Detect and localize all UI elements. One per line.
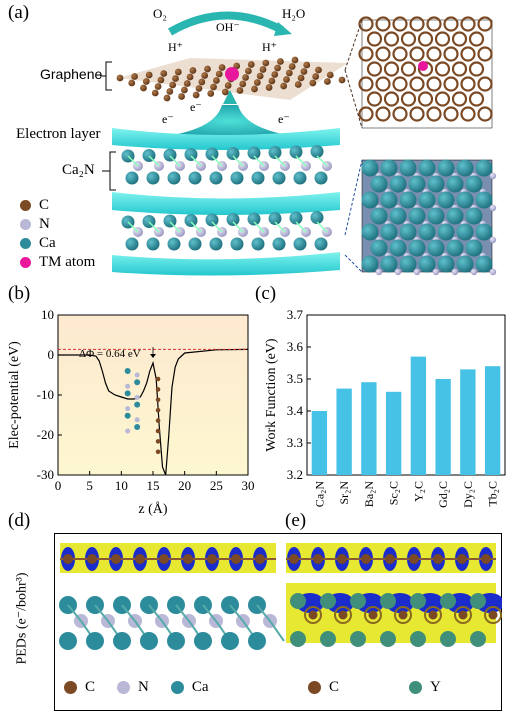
oh-label: OH⁻ bbox=[216, 20, 240, 34]
x-tick-label: Tb₂C bbox=[486, 481, 500, 507]
bar bbox=[460, 369, 476, 475]
y-tick-label: 3.6 bbox=[287, 339, 304, 354]
y-tick-label: 3.5 bbox=[287, 371, 303, 386]
panel-a-illustration bbox=[100, 11, 497, 276]
electron-label-3: e⁻ bbox=[278, 112, 290, 126]
x-tick-label: 30 bbox=[242, 478, 255, 493]
x-axis-label: z (Å) bbox=[138, 501, 167, 517]
graphene-label: Graphene bbox=[40, 66, 103, 82]
y-axis-label: Work Function (eV) bbox=[264, 338, 279, 452]
x-tick-label: 15 bbox=[147, 478, 160, 493]
x-tick-label: Gd₂C bbox=[436, 481, 450, 508]
calcium-atom-icon bbox=[20, 238, 31, 249]
bar bbox=[484, 366, 501, 475]
bar bbox=[385, 391, 402, 475]
yttrium-atom-icon bbox=[409, 681, 423, 694]
nitrogen-atom-icon bbox=[117, 681, 131, 694]
panel-a-legend: C N Ca TM atom bbox=[20, 196, 95, 272]
tm-atom-legend-icon bbox=[20, 257, 31, 268]
legend-c: C bbox=[20, 196, 95, 215]
tm-atom-icon bbox=[225, 67, 239, 81]
y-tick-label: 3.2 bbox=[287, 467, 303, 482]
nitrogen-atom-icon bbox=[20, 219, 31, 230]
carbon-atom-icon bbox=[308, 681, 321, 694]
x-tick-label: Ca₂N bbox=[312, 481, 326, 508]
electron-label-2: e⁻ bbox=[190, 100, 202, 114]
h-left-label: H⁺ bbox=[168, 40, 183, 54]
x-tick-label: 5 bbox=[86, 478, 93, 493]
bar bbox=[410, 356, 427, 475]
peds-axis-label: PEDs (e⁻/bohr³) bbox=[14, 572, 30, 665]
electron-label-1: e⁻ bbox=[162, 112, 174, 126]
x-tick-label: Ba₂N bbox=[362, 481, 376, 508]
legend-tm: TM atom bbox=[20, 253, 95, 272]
x-tick-label: Sc₂C bbox=[387, 481, 401, 505]
potential-chart: 0 5 10 15 20 25 30 10 0 -10 -20 -30 ΔΦ = 0.64 eV z … bbox=[7, 307, 255, 517]
y-tick-label: 3.3 bbox=[287, 435, 303, 450]
bar bbox=[361, 382, 377, 475]
y-tick-label: 0 bbox=[48, 347, 55, 362]
panel-d-image bbox=[59, 541, 285, 671]
x-tick-label: 10 bbox=[115, 478, 128, 493]
panel-d-legend: C N Ca bbox=[64, 678, 209, 697]
legend-ca: Ca bbox=[20, 234, 95, 253]
x-tick-label: Dy₂C bbox=[461, 481, 475, 508]
bar bbox=[435, 379, 451, 475]
y-tick-label: -30 bbox=[37, 467, 54, 482]
carbon-atom-icon bbox=[20, 200, 31, 211]
x-tick-label: Sr₂N bbox=[337, 481, 351, 505]
bar bbox=[311, 411, 328, 475]
x-tick-label: 0 bbox=[55, 478, 62, 493]
x-tick-label: 25 bbox=[210, 478, 223, 493]
x-tick-label: 20 bbox=[178, 478, 191, 493]
y-tick-label: 3.7 bbox=[287, 307, 304, 322]
panel-a-letter: (a) bbox=[8, 2, 30, 23]
o2-label: O₂ bbox=[153, 6, 167, 21]
electron-layer-label: Electron layer bbox=[16, 126, 101, 142]
h-right-label: H⁺ bbox=[262, 40, 277, 54]
y-tick-label: 3.4 bbox=[287, 403, 304, 418]
ca2n-label: Ca₂N bbox=[62, 162, 95, 178]
panel-b-letter: (b) bbox=[8, 283, 31, 304]
peds-figure bbox=[54, 533, 502, 711]
x-tick-label: Y₂C bbox=[411, 481, 425, 502]
potential-line bbox=[58, 348, 249, 476]
delta-phi-annotation: ΔΦ = 0.64 eV bbox=[79, 348, 141, 360]
y-tick-label: -20 bbox=[37, 427, 54, 442]
h2o-label: H₂O bbox=[282, 6, 306, 21]
y-axis-label: Elec-potential (eV) bbox=[7, 341, 22, 449]
work-function-chart: Ca₂N Sr₂N Ba₂N Sc₂C Y₂C Gd₂C Dy₂C Tb₂C 3.7 3.6 3.… bbox=[264, 307, 506, 508]
y-tick-label: 10 bbox=[41, 307, 54, 322]
panel-c-letter: (c) bbox=[255, 283, 277, 304]
calcium-atom-icon bbox=[170, 681, 184, 694]
panel-e-letter: (e) bbox=[285, 510, 307, 531]
panel-d-letter: (d) bbox=[8, 510, 31, 531]
panel-e-image bbox=[286, 541, 502, 671]
panel-e-legend: C Y bbox=[308, 678, 441, 697]
bar bbox=[336, 388, 352, 475]
y-tick-label: -10 bbox=[37, 387, 54, 402]
carbon-atom-icon bbox=[64, 681, 77, 694]
legend-n: N bbox=[20, 215, 95, 234]
